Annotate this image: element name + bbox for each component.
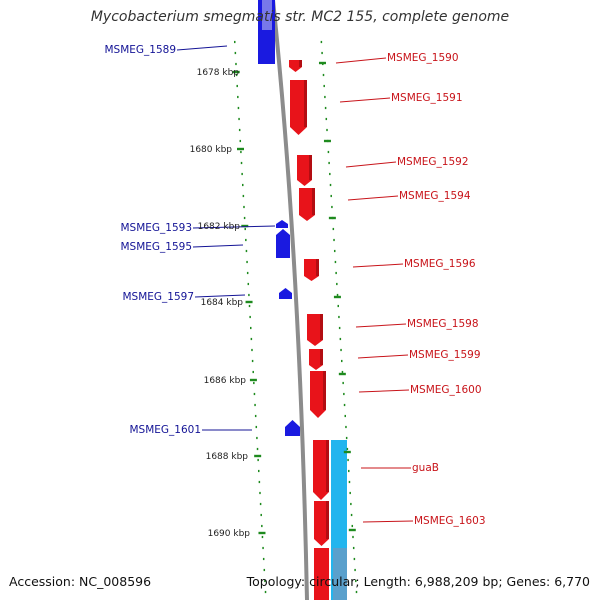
gene-shading	[323, 371, 326, 410]
label-leader-line	[352, 263, 404, 268]
label-leader-line	[345, 161, 397, 168]
label-leader-line	[355, 323, 407, 328]
ruler-label: 1690 kbp	[208, 529, 251, 539]
forward-gene-arrow	[307, 314, 323, 346]
forward-gene-arrow	[289, 60, 302, 72]
forward-gene-arrow	[314, 548, 329, 600]
gene-shading	[326, 440, 329, 492]
forward-gene-arrow	[309, 349, 323, 370]
label-leader-line	[347, 195, 399, 201]
ruler-label: 1688 kbp	[206, 452, 249, 462]
forward-gene-label: MSMEG_1594	[399, 190, 471, 202]
gene-shading	[312, 188, 315, 215]
gene-shading	[309, 155, 312, 180]
gene-shading	[299, 60, 302, 67]
label-leader-line	[176, 45, 228, 51]
outer-tick-track	[318, 40, 358, 594]
forward-gene-arrow	[310, 371, 326, 418]
ruler-label: 1680 kbp	[190, 145, 233, 155]
map-title: Mycobacterium smegmatis str. MC2 155, co…	[90, 9, 510, 25]
gene-highlight	[262, 0, 272, 30]
genome-backbone	[271, 0, 309, 600]
gene-shading	[326, 501, 329, 539]
ruler-label: 1686 kbp	[204, 376, 247, 386]
label-leader-line	[362, 520, 414, 523]
topology-label: Topology: circular; Length: 6,988,209 bp…	[246, 574, 590, 589]
reverse-gene-label: MSMEG_1597	[122, 291, 194, 303]
forward-gene-label: MSMEG_1603	[414, 515, 486, 527]
label-leader-line	[335, 57, 387, 64]
label-leader-line	[192, 244, 244, 248]
reverse-gene-arrow	[276, 220, 288, 228]
reverse-gene-label: MSMEG_1589	[104, 44, 176, 56]
label-leader-line	[358, 389, 410, 393]
forward-gene-label: MSMEG_1596	[404, 258, 476, 270]
reverse-gene-arrow	[285, 420, 300, 436]
forward-gene-label: guaB	[412, 462, 439, 474]
forward-gene-arrow	[297, 155, 312, 186]
inner-tick-track	[232, 40, 267, 594]
forward-gene-label: MSMEG_1591	[391, 92, 463, 104]
gene-shading	[320, 314, 323, 340]
forward-gene-arrow	[299, 188, 315, 221]
reverse-gene-arrow	[279, 288, 292, 299]
gene-shading	[320, 349, 323, 365]
ruler-label: 1678 kbp	[197, 68, 240, 78]
forward-gene-label: MSMEG_1598	[407, 318, 479, 330]
ruler-label: 1682 kbp	[198, 222, 241, 232]
rna-feature-band-dark	[333, 548, 347, 600]
reverse-gene-label: MSMEG_1593	[120, 222, 192, 234]
forward-gene-label: MSMEG_1592	[397, 156, 469, 168]
gene-labels: MSMEG_1589 MSMEG_1593 MSMEG_1595 MSMEG_1597…	[104, 44, 485, 527]
label-leader-line	[194, 294, 246, 298]
forward-gene-arrow	[290, 80, 307, 135]
reverse-gene-label: MSMEG_1595	[120, 241, 192, 253]
gene-shading	[304, 80, 307, 127]
gene-shading	[316, 259, 319, 276]
forward-gene-arrow	[313, 440, 329, 500]
forward-gene-arrow	[314, 501, 329, 546]
forward-gene-label: MSMEG_1600	[410, 384, 482, 396]
label-leader-line	[357, 354, 409, 359]
ruler-label: 1684 kbp	[201, 298, 244, 308]
reverse-gene-arrow	[276, 229, 290, 258]
accession-label: Accession: NC_008596	[9, 574, 152, 589]
label-leader-line	[192, 225, 276, 229]
ruler-labels: 1678 kbp 1680 kbp 1682 kbp 1684 kbp 1686 kbp…	[190, 68, 251, 539]
forward-gene-label: MSMEG_1590	[387, 52, 459, 64]
reverse-gene-label: MSMEG_1601	[129, 424, 201, 436]
label-leader-line	[339, 97, 391, 103]
forward-gene-label: MSMEG_1599	[409, 349, 481, 361]
gene-track	[258, 0, 329, 600]
forward-gene-arrow	[304, 259, 319, 281]
